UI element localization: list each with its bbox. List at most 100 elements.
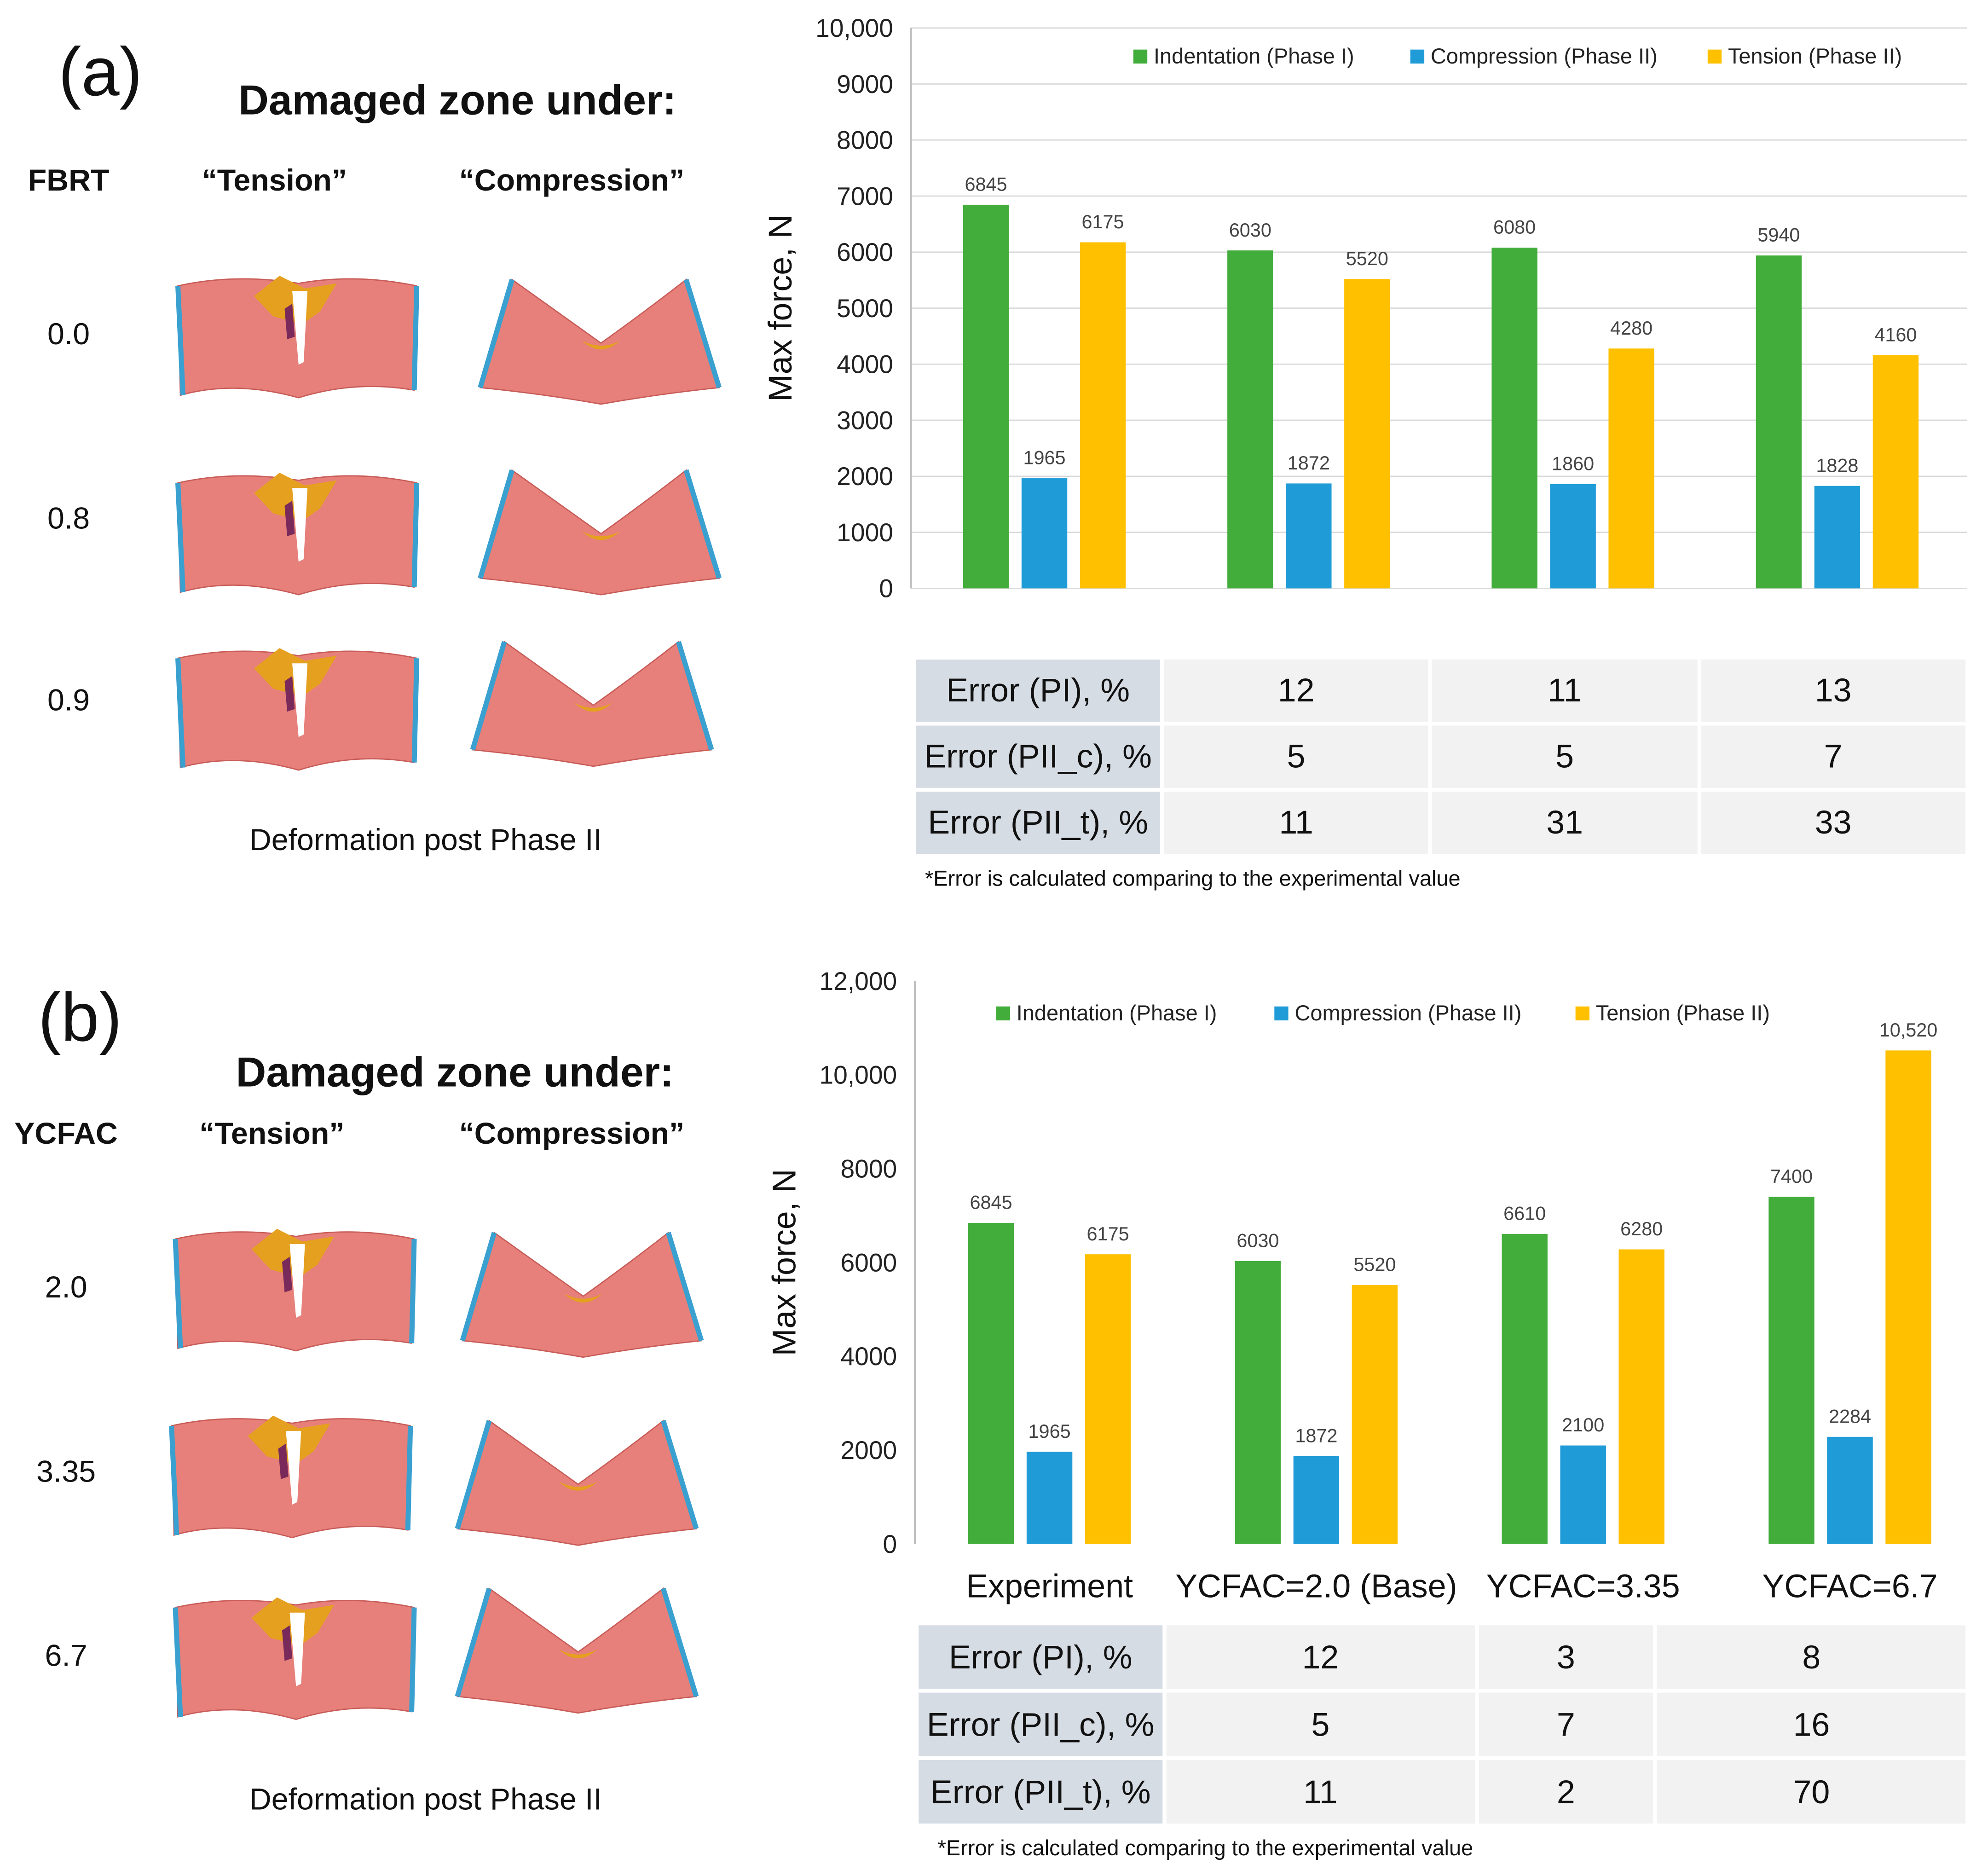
table-cell: 8 <box>1653 1621 1970 1693</box>
panel-a-row-value: 0.9 <box>47 683 90 718</box>
footnote-a: *Error is calculated comparing to the ex… <box>925 867 1461 891</box>
bar-indentation <box>1768 1197 1814 1544</box>
footnote-b: *Error is calculated comparing to the ex… <box>937 1836 1473 1861</box>
y-axis-label: Max force, N <box>766 1169 803 1356</box>
specimen-edge <box>478 278 514 388</box>
table-cell: 12 <box>1162 1621 1479 1693</box>
crack <box>286 1430 301 1505</box>
specimen-edge <box>460 1232 497 1342</box>
compression-deformation-image <box>470 640 714 767</box>
bar-data-label: 10,520 <box>1879 1019 1938 1041</box>
bar-compression <box>1550 484 1596 589</box>
panel-a-param-header: FBRT <box>28 164 110 198</box>
panel-a-label: (a) <box>58 34 143 111</box>
tension-deformation-image <box>175 648 420 771</box>
y-tick-label: 4000 <box>840 1342 897 1371</box>
table-row: Error (PI), % 12 3 8 <box>914 1621 1970 1693</box>
category-label: YCFAC=3.35 <box>1486 1568 1680 1605</box>
specimen-edge <box>478 469 514 579</box>
damage-zone <box>559 1649 597 1659</box>
table-row: Error (PII_t), % 11 2 70 <box>914 1756 1970 1828</box>
bar-compression <box>1021 478 1068 589</box>
row-header: Error (PI), % <box>912 655 1164 726</box>
table-row: Error (PII_t), % 11 31 33 <box>912 787 1970 858</box>
damage-zone <box>284 676 295 712</box>
error-table-a: Error (PI), % 12 11 13 Error (PII_c), % 5 5 7 Er… <box>912 655 1970 858</box>
bar-indentation <box>1491 248 1537 589</box>
y-tick-label: 9000 <box>837 70 893 98</box>
y-tick-label: 12,000 <box>819 967 897 996</box>
bar-data-label: 6030 <box>1237 1230 1279 1251</box>
row-header: Error (PII_c), % <box>914 1689 1167 1760</box>
bar-data-label: 1965 <box>1029 1421 1071 1442</box>
tension-deformation-image <box>175 276 420 399</box>
bar-tension <box>1344 279 1390 589</box>
damage-zone <box>278 1443 289 1479</box>
y-tick-label: 10,000 <box>815 14 893 42</box>
y-tick-label: 0 <box>879 574 893 603</box>
category-label: YCFAC=6.7 <box>1762 1568 1938 1605</box>
y-tick-label: 0 <box>883 1530 897 1558</box>
bar-data-label: 1872 <box>1295 1425 1337 1446</box>
chart-b: 0 2000 4000 6000 8000 10,000 12,000 Max force, … <box>766 967 1938 1605</box>
specimen-edge <box>660 1420 699 1530</box>
y-tick-label: 4000 <box>837 350 893 379</box>
damage-zone <box>559 1482 597 1491</box>
bar-tension <box>1085 1254 1131 1544</box>
panel-b-row-value: 3.35 <box>36 1455 96 1489</box>
table-cell: 11 <box>1160 787 1433 858</box>
bar-indentation <box>963 204 1009 589</box>
specimen-edge <box>470 641 507 751</box>
table-cell: 11 <box>1428 655 1701 726</box>
compression-deformation-image <box>455 1587 699 1714</box>
table-cell: 31 <box>1428 787 1701 858</box>
legend-entry: Compression (Phase II) <box>1431 44 1658 68</box>
specimen-edge <box>175 285 186 395</box>
table-row: Error (PII_c), % 5 5 7 <box>912 722 1970 792</box>
specimen-body <box>472 640 712 767</box>
crack <box>289 1612 305 1686</box>
specimen-body <box>462 1231 702 1358</box>
table-cell: 11 <box>1162 1756 1479 1828</box>
crack <box>292 488 308 562</box>
bar-data-label: 5520 <box>1346 248 1388 269</box>
tension-deformation-image <box>175 473 420 596</box>
specimen-body <box>456 1587 697 1714</box>
bar-data-label: 6845 <box>970 1192 1012 1213</box>
damage-zone <box>582 340 620 350</box>
table-cell: 12 <box>1160 655 1433 726</box>
tension-deformation-image <box>169 1415 413 1539</box>
bar-data-label: 6175 <box>1087 1223 1129 1245</box>
bar-data-label: 6280 <box>1620 1218 1663 1239</box>
bar-tension <box>1618 1249 1664 1544</box>
panel-b-param-header: YCFAC <box>14 1117 118 1152</box>
damage-zone <box>574 702 613 712</box>
damage-zone <box>284 303 295 340</box>
legend-swatch <box>1575 1006 1590 1021</box>
bar-indentation <box>1235 1261 1281 1544</box>
specimen-edge <box>175 658 186 768</box>
panel-a-tension-header: “Tension” <box>202 164 347 198</box>
specimen-edge <box>411 286 420 390</box>
row-header: Error (PII_t), % <box>914 1756 1167 1828</box>
specimen-body <box>456 1419 697 1546</box>
specimen-edge <box>660 1587 699 1697</box>
chart-a: 0 1000 2000 3000 4000 5000 6000 7000 8000 9000 10,… <box>762 14 1967 603</box>
legend-entry: Indentation (Phase I) <box>1154 44 1354 68</box>
table-cell: 13 <box>1697 655 1970 726</box>
category-label: YCFAC=2.0 (Base) <box>1175 1568 1457 1605</box>
specimen-edge <box>666 1232 704 1342</box>
bar-compression <box>1827 1436 1873 1544</box>
bar-data-label: 5520 <box>1353 1254 1396 1275</box>
panel-b-label: (b) <box>38 979 122 1056</box>
damage-zone <box>564 1293 602 1303</box>
panel-b-row-value: 2.0 <box>45 1271 87 1305</box>
compression-deformation-image <box>460 1231 704 1358</box>
specimen-edge <box>676 641 714 751</box>
damage-zone <box>582 531 620 540</box>
panel-a-row-value: 0.0 <box>47 318 90 352</box>
table-cell: 70 <box>1653 1756 1970 1828</box>
table-cell: 5 <box>1160 722 1433 792</box>
panel-b-compression-header: “Compression” <box>459 1117 685 1152</box>
panel-a-row-value: 0.8 <box>47 502 90 537</box>
